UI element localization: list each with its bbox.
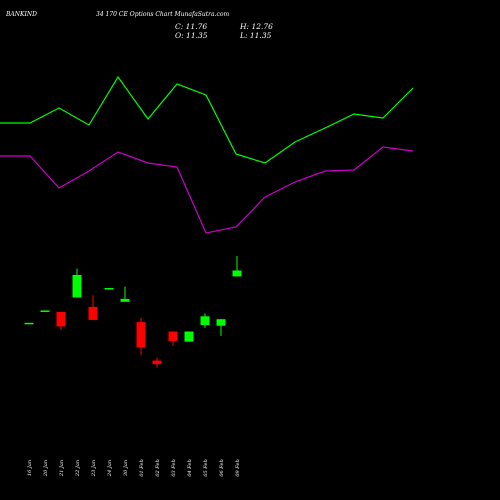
candle-body — [232, 270, 242, 277]
x-tick-label: 04 Feb — [187, 459, 193, 476]
x-tick-label: 09 Feb — [235, 459, 241, 476]
candle-body — [184, 331, 194, 342]
candle-body — [56, 311, 66, 327]
chart-subtitle: 34 170 CE Options Chart MunafaSutra.com — [96, 11, 230, 18]
ohlc-low: L: 11.35 — [240, 31, 272, 40]
ohlc-close: C: 11.76 — [175, 22, 208, 31]
candle-body — [152, 360, 162, 365]
candle-body — [216, 319, 226, 326]
candle-body — [200, 316, 210, 325]
chart-symbol: BANKIND — [6, 11, 37, 18]
x-tick-label: 01 Feb — [139, 459, 145, 476]
ohlc-high: H: 12.76 — [240, 22, 273, 31]
x-tick-label: 20 Jan — [43, 460, 49, 477]
x-tick-label: 23 Jan — [91, 460, 97, 477]
x-tick-label: 05 Feb — [203, 459, 209, 476]
x-tick-label: 06 Feb — [219, 459, 225, 476]
x-tick-label: 22 Jan — [75, 460, 81, 477]
candle-body — [72, 274, 82, 298]
x-tick-label: 16 Jan — [27, 460, 33, 476]
x-tick-label: 21 Jan — [59, 460, 65, 477]
candle-body — [136, 322, 146, 348]
candle-body — [88, 306, 98, 320]
x-tick-label: 02 Feb — [155, 459, 161, 476]
ohlc-open: O: 11.35 — [175, 31, 208, 40]
indicator-line-1 — [0, 75, 414, 164]
x-tick-label: 30 Jan — [123, 460, 129, 476]
indicator-line-2 — [0, 146, 414, 234]
x-tick-label: 03 Feb — [171, 459, 177, 476]
candle-body — [168, 331, 178, 341]
candle-body — [120, 298, 130, 302]
x-tick-label: 24 Jan — [107, 460, 113, 477]
